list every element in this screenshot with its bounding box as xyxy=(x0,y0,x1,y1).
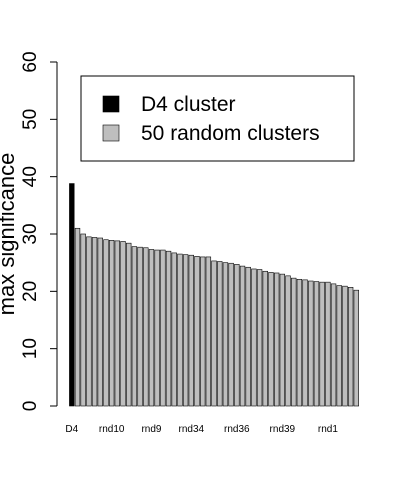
bar xyxy=(245,266,251,407)
bar xyxy=(188,254,194,407)
bar xyxy=(330,283,337,407)
bar xyxy=(154,249,160,407)
bar xyxy=(120,241,126,407)
bar xyxy=(325,281,331,407)
bar xyxy=(342,285,348,407)
bar xyxy=(234,264,240,407)
bar xyxy=(165,250,172,407)
x-tick-label: rnd36 xyxy=(224,424,250,435)
bar xyxy=(74,227,81,407)
y-tick-label: 40 xyxy=(20,166,41,187)
bar xyxy=(205,256,212,407)
bar xyxy=(313,281,320,407)
bar xyxy=(273,272,280,407)
bar xyxy=(114,240,121,407)
legend-box xyxy=(80,75,355,162)
y-tick-label: 30 xyxy=(20,223,41,244)
bar xyxy=(200,256,206,407)
x-tick-label: rnd39 xyxy=(270,424,296,435)
bar xyxy=(171,252,177,407)
bar xyxy=(251,268,257,407)
bar xyxy=(308,280,314,407)
bar xyxy=(222,262,229,407)
bar xyxy=(194,256,200,407)
bar xyxy=(103,239,109,407)
bar xyxy=(302,279,308,407)
bar xyxy=(126,242,132,407)
x-tick-label: rnd9 xyxy=(141,424,161,435)
bar xyxy=(268,272,274,407)
x-tick-label: rnd34 xyxy=(179,424,205,435)
bar xyxy=(239,265,246,407)
bar xyxy=(347,287,354,407)
bar xyxy=(291,277,297,407)
bar xyxy=(217,261,223,407)
y-tick-label: 20 xyxy=(20,281,41,302)
x-tick-label: rnd10 xyxy=(99,424,125,435)
bar xyxy=(69,183,75,407)
y-axis-label: max significance xyxy=(0,153,19,316)
x-tick-label: D4 xyxy=(65,424,78,435)
bar xyxy=(131,246,138,407)
bar xyxy=(91,237,98,407)
bar xyxy=(97,237,103,407)
bar xyxy=(137,246,143,407)
bar xyxy=(148,249,155,407)
bar xyxy=(262,270,268,407)
bar xyxy=(108,240,115,407)
bar xyxy=(80,233,86,407)
y-tick-label: 60 xyxy=(20,51,41,72)
x-tick-label: rnd1 xyxy=(318,424,338,435)
y-tick-label: 50 xyxy=(20,109,41,130)
bar xyxy=(336,285,342,407)
bar xyxy=(285,275,291,407)
y-tick-label: 0 xyxy=(20,401,41,412)
legend-label: D4 cluster xyxy=(141,93,236,116)
y-tick-label: 10 xyxy=(20,338,41,359)
bar xyxy=(143,247,149,407)
bar xyxy=(182,254,189,407)
bar xyxy=(160,249,166,407)
bar xyxy=(211,260,217,407)
bar xyxy=(177,253,183,407)
bar xyxy=(319,281,325,407)
bar xyxy=(228,262,234,407)
bar xyxy=(353,289,359,407)
legend-swatch xyxy=(102,124,120,142)
bar xyxy=(296,278,303,407)
legend-swatch xyxy=(102,95,120,113)
legend-label: 50 random clusters xyxy=(141,122,320,145)
bar xyxy=(256,269,263,407)
bar xyxy=(86,236,92,407)
bar xyxy=(279,273,286,407)
